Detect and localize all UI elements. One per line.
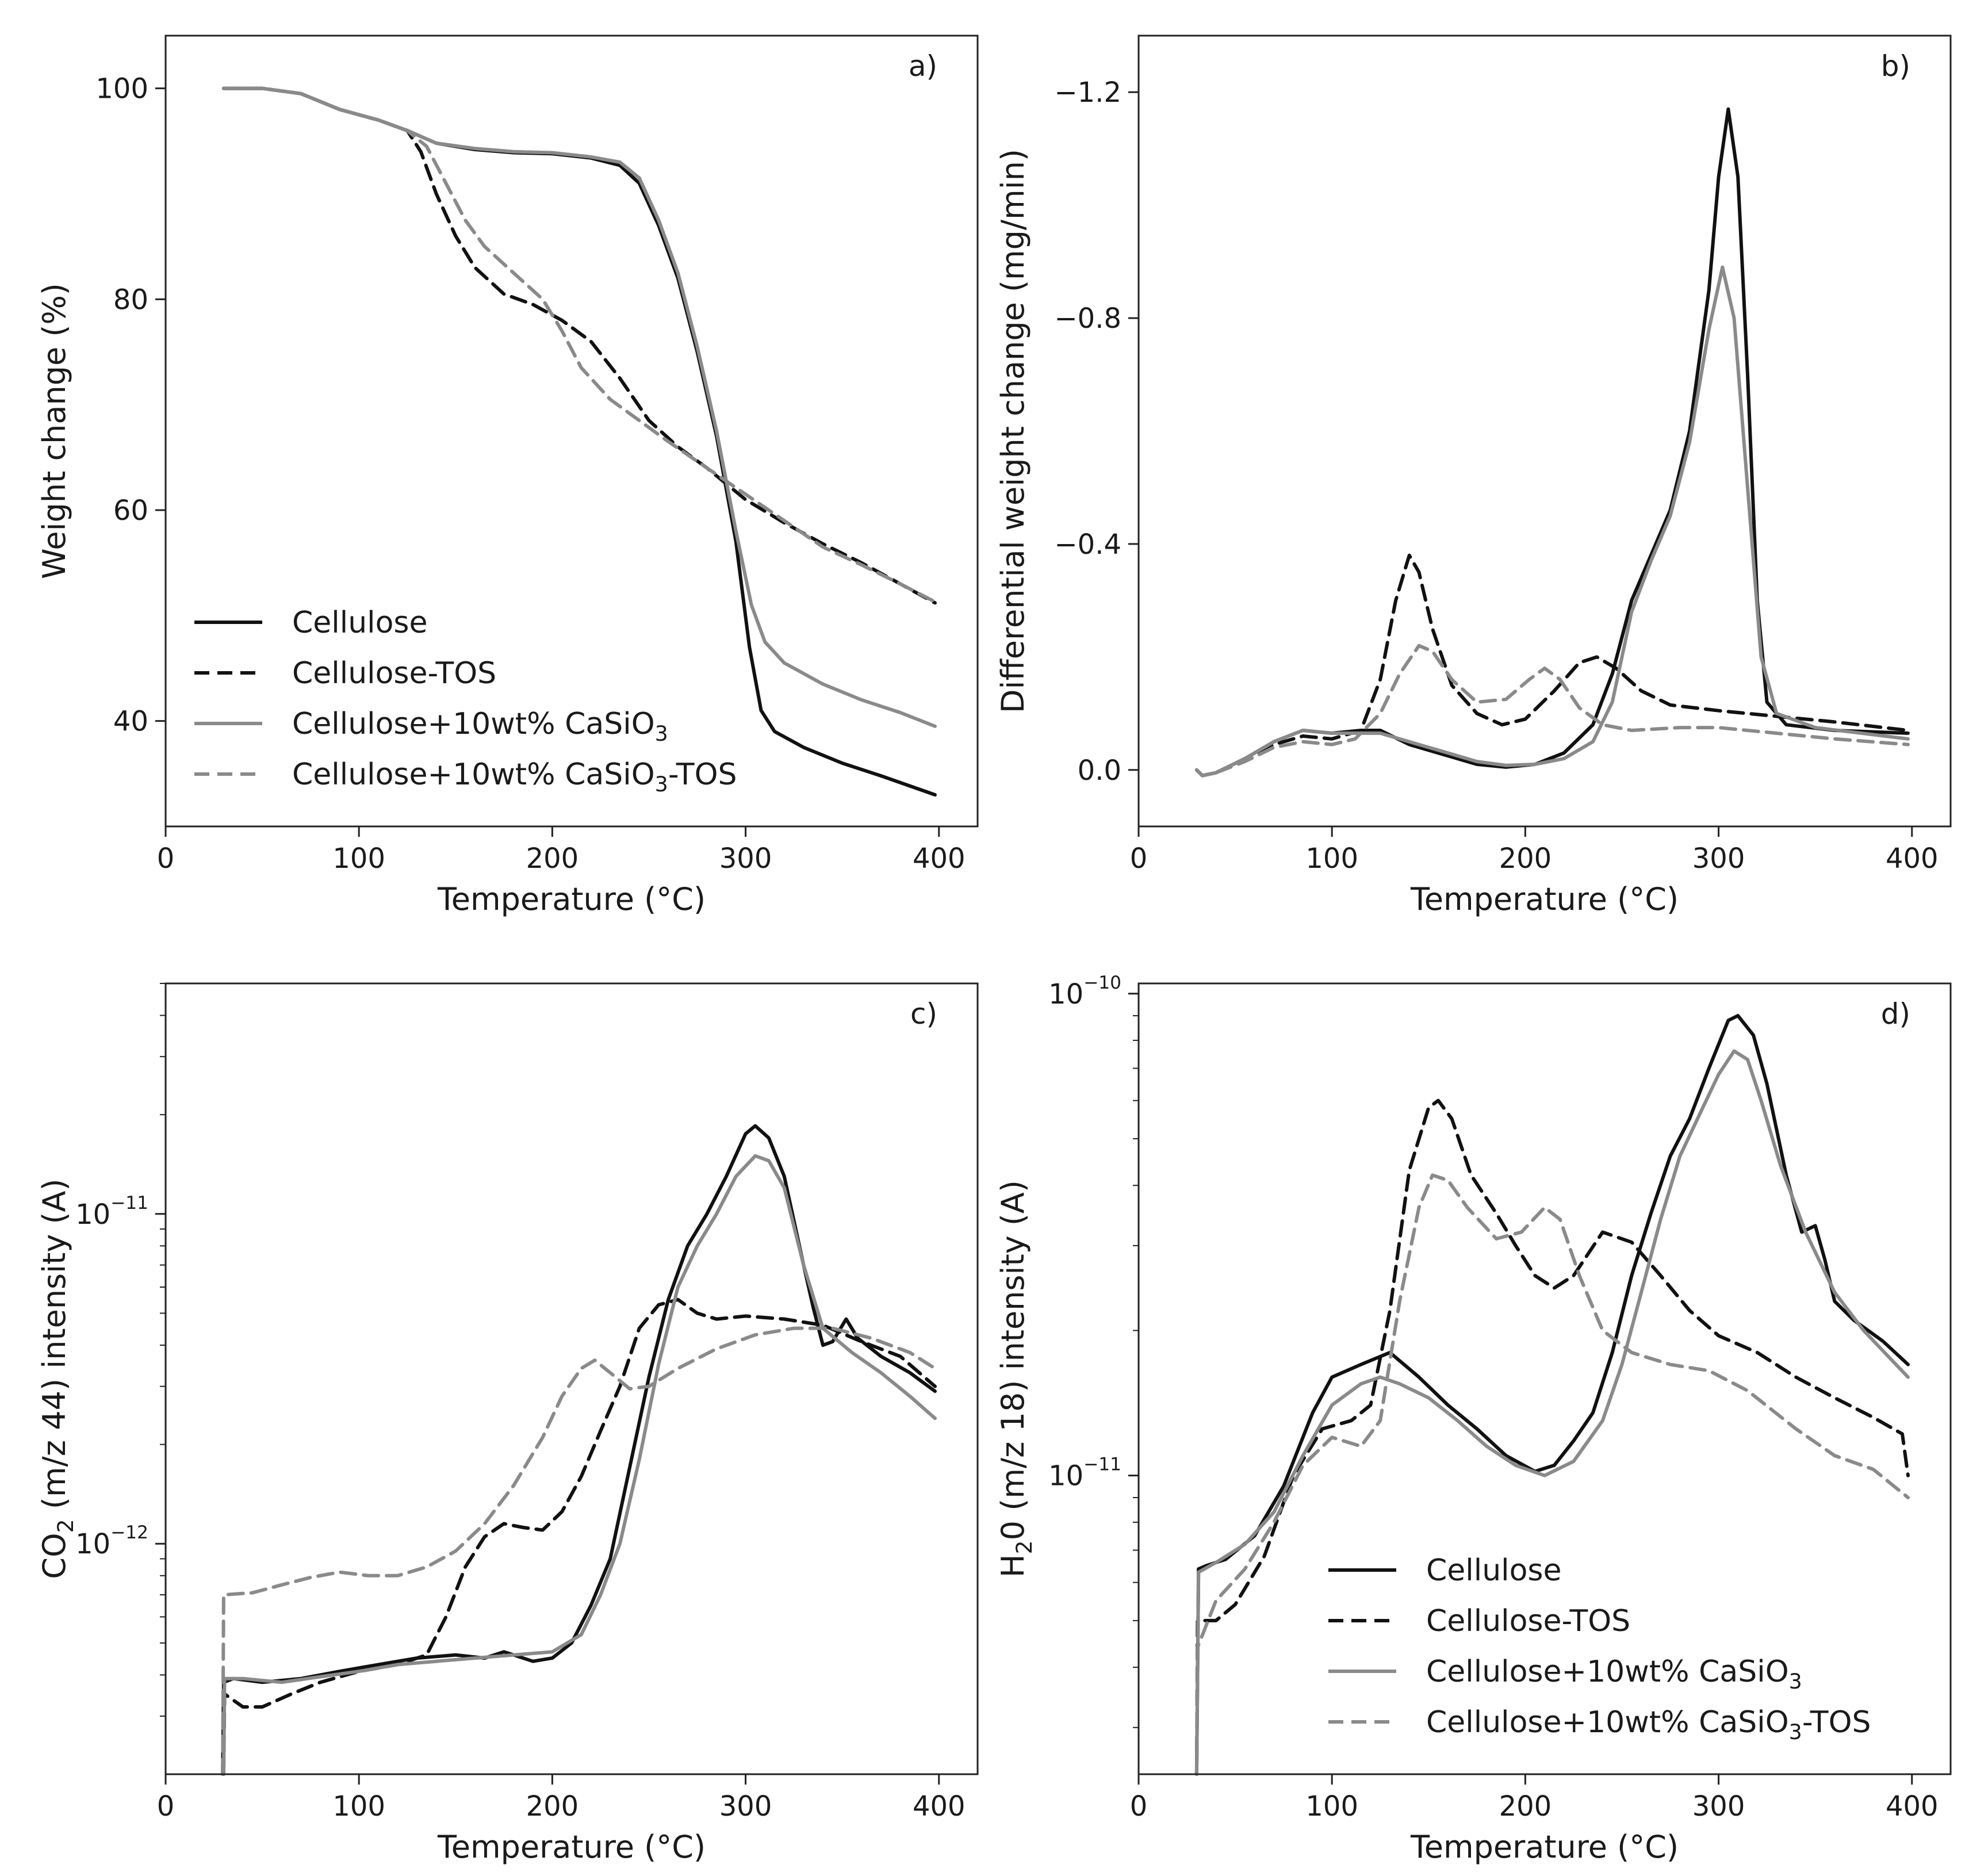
axes-frame-b — [1137, 35, 1952, 828]
x-axis-label-b: Temperature (°C) — [1410, 881, 1679, 917]
panel-d: 0 100 200 300 400 10−11 10−10 Temperature (°C) H… — [995, 973, 1952, 1865]
legend-label-d-2: Cellulose+10wt% CaSiO3 — [1426, 1655, 1802, 1694]
y-tick-label-b-1: −0.4 — [1054, 529, 1121, 561]
y-axis-label-b: Differential weight change (mg/min) — [995, 149, 1031, 713]
y-tick-label-a-3: 100 — [95, 73, 148, 105]
axes-frame-c — [164, 982, 979, 1775]
y-tick-label-a-0: 40 — [113, 706, 148, 738]
x-tick-label-b-2: 200 — [1499, 843, 1552, 875]
series-line-b-0 — [1194, 107, 1910, 778]
x-tick-label-d-1: 100 — [1305, 1790, 1358, 1823]
series-line-d-3 — [1194, 1173, 1910, 1776]
panel-letter-a: a) — [909, 49, 937, 83]
x-tick-label-a-2: 200 — [526, 843, 579, 875]
x-axis-label-c: Temperature (°C) — [437, 1829, 706, 1865]
legend-label-a-0: Cellulose — [292, 606, 428, 640]
x-tick-label-c-1: 100 — [332, 1790, 385, 1823]
x-tick-label-c-4: 400 — [913, 1790, 966, 1823]
x-tick-label-d-3: 300 — [1692, 1790, 1745, 1823]
panel-letter-d: d) — [1881, 997, 1910, 1031]
series-line-a-1 — [221, 86, 937, 605]
y-tick-label-d-0: 10−11 — [1048, 1454, 1121, 1492]
panel-letter-b: b) — [1881, 49, 1910, 83]
y-axis-label-a: Weight change (%) — [36, 283, 72, 579]
panel-a: 0 100 200 300 400 40 60 80 100 Temperature (°C) We… — [36, 35, 979, 917]
series-line-c-2 — [221, 1154, 937, 1776]
y-axis-label-d: H20 (m/z 18) intensity (A) — [995, 1180, 1037, 1578]
legend-label-d-1: Cellulose-TOS — [1426, 1604, 1630, 1638]
y-tick-label-a-2: 80 — [113, 284, 148, 316]
series-line-b-2 — [1194, 265, 1910, 778]
y-tick-label-d-1: 10−10 — [1048, 973, 1121, 1010]
x-tick-label-a-4: 400 — [913, 843, 966, 875]
series-line-c-1 — [221, 1297, 937, 1776]
series-line-c-3 — [221, 1326, 937, 1776]
x-tick-label-b-1: 100 — [1305, 843, 1358, 875]
series-line-d-2 — [1194, 1049, 1910, 1776]
y-tick-label-c-0: 10−12 — [75, 1522, 148, 1560]
axes-frame-a — [164, 35, 979, 828]
panel-b: 0 100 200 300 400 0.0 −0.4 −0.8 −1.2 Temperature … — [995, 35, 1952, 917]
x-tick-label-b-0: 0 — [1130, 843, 1148, 875]
series-line-a-3 — [221, 86, 937, 604]
y-tick-label-b-3: −1.2 — [1054, 76, 1121, 109]
y-tick-label-a-1: 60 — [113, 495, 148, 527]
x-tick-label-b-4: 400 — [1886, 843, 1939, 875]
x-tick-label-c-0: 0 — [157, 1790, 175, 1823]
series-group-c — [221, 1124, 937, 1776]
x-tick-label-a-0: 0 — [157, 843, 175, 875]
x-tick-label-d-0: 0 — [1130, 1790, 1148, 1823]
legend-a: Cellulose Cellulose-TOS Cellulose+10wt% Ca… — [194, 606, 737, 797]
series-group-a — [221, 86, 937, 797]
series-line-b-3 — [1194, 644, 1910, 778]
x-tick-label-c-2: 200 — [526, 1790, 579, 1823]
y-tick-label-b-2: −0.8 — [1054, 303, 1121, 335]
legend-label-a-2: Cellulose+10wt% CaSiO3 — [292, 707, 668, 746]
x-tick-label-b-3: 300 — [1692, 843, 1745, 875]
series-group-d — [1194, 1014, 1910, 1776]
x-tick-label-d-2: 200 — [1499, 1790, 1552, 1823]
legend-label-d-3: Cellulose+10wt% CaSiO3-TOS — [1426, 1705, 1871, 1744]
series-line-c-0 — [221, 1124, 937, 1776]
legend-label-d-0: Cellulose — [1426, 1553, 1562, 1588]
y-tick-label-b-0: 0.0 — [1078, 755, 1121, 787]
series-line-d-1 — [1194, 1098, 1910, 1776]
legend-label-a-1: Cellulose-TOS — [292, 656, 496, 691]
legend-label-a-3: Cellulose+10wt% CaSiO3-TOS — [292, 757, 737, 797]
x-tick-label-c-3: 300 — [719, 1790, 772, 1823]
x-tick-label-a-1: 100 — [332, 843, 385, 875]
axes-frame-d — [1137, 982, 1952, 1775]
x-tick-label-d-4: 400 — [1886, 1790, 1939, 1823]
series-group-b — [1194, 107, 1910, 778]
series-line-b-1 — [1194, 553, 1910, 778]
panel-c: 0 100 200 300 400 10−12 10−11 Temperature (°C) C… — [36, 982, 979, 1865]
legend-d: Cellulose Cellulose-TOS Cellulose+10wt% Ca… — [1328, 1553, 1871, 1744]
y-tick-label-c-1: 10−11 — [75, 1193, 148, 1231]
y-axis-label-c: CO2 (m/z 44) intensity (A) — [36, 1178, 78, 1579]
x-axis-label-d: Temperature (°C) — [1410, 1829, 1679, 1865]
panel-letter-c: c) — [910, 997, 937, 1031]
x-axis-label-a: Temperature (°C) — [437, 881, 706, 917]
x-tick-label-a-3: 300 — [719, 843, 772, 875]
